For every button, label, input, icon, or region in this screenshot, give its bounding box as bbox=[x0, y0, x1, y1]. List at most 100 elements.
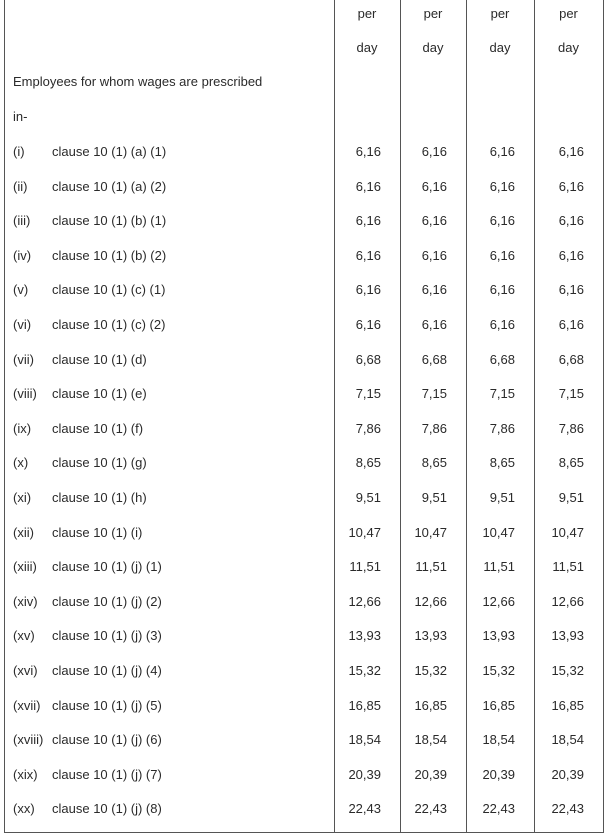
column-line bbox=[466, 0, 467, 832]
clause-label: clause 10 (1) (j) (3) bbox=[52, 628, 162, 644]
wage-value: 7,15 bbox=[421, 386, 447, 402]
row-number: (iii) bbox=[13, 213, 31, 229]
row-number: (x) bbox=[13, 455, 29, 471]
intro-text: Employees for whom wages are prescribed bbox=[13, 74, 263, 89]
wage-value: 6,16 bbox=[558, 144, 584, 159]
wage-value: 7,86 bbox=[421, 420, 447, 436]
row-number: (xvi) bbox=[13, 663, 38, 678]
wage-value: 20,39 bbox=[482, 766, 515, 782]
column-line bbox=[534, 0, 535, 832]
row-number: (vi) bbox=[13, 317, 32, 332]
wage-value: 8,65 bbox=[489, 455, 515, 471]
wage-value: 20,39 bbox=[551, 766, 584, 782]
wage-value: 15,32 bbox=[482, 663, 515, 678]
wage-value: 11,51 bbox=[552, 559, 584, 575]
row-number: (xviii) bbox=[13, 732, 44, 748]
wage-value: 13,93 bbox=[414, 628, 447, 644]
row-number: (xvii) bbox=[13, 697, 41, 713]
row-number: (xiii) bbox=[13, 559, 37, 575]
clause-label: clause 10 (1) (b) (2) bbox=[52, 247, 167, 263]
wage-value: 6,68 bbox=[355, 351, 381, 367]
row-number: (iv) bbox=[13, 247, 32, 263]
border-line bbox=[603, 0, 604, 832]
row-number: (i) bbox=[13, 144, 25, 159]
wage-value: 18,54 bbox=[348, 732, 381, 748]
wage-value: 6,16 bbox=[489, 317, 515, 332]
wage-value: 22,43 bbox=[414, 801, 447, 817]
wage-value: 6,16 bbox=[355, 178, 381, 194]
wage-value: 10,47 bbox=[414, 524, 447, 540]
column-header: day bbox=[489, 40, 511, 55]
column-header: per bbox=[357, 6, 377, 21]
row-number: (viii) bbox=[13, 386, 37, 402]
wage-value: 6,16 bbox=[558, 213, 584, 229]
wage-value: 10,47 bbox=[348, 524, 381, 540]
wage-value: 10,47 bbox=[482, 524, 515, 540]
row-number: (xv) bbox=[13, 628, 35, 644]
wage-value: 6,16 bbox=[355, 213, 381, 229]
wage-value: 6,16 bbox=[421, 213, 447, 229]
wage-value: 12,66 bbox=[414, 593, 447, 609]
clause-label: clause 10 (1) (a) (1) bbox=[52, 144, 167, 159]
wage-value: 6,16 bbox=[489, 178, 515, 194]
row-number: (xii) bbox=[13, 524, 34, 540]
wage-value: 6,16 bbox=[421, 247, 447, 263]
wage-value: 6,16 bbox=[489, 247, 515, 263]
wage-value: 6,16 bbox=[355, 144, 381, 159]
intro-text: in- bbox=[13, 109, 28, 124]
wage-value: 22,43 bbox=[482, 801, 515, 817]
wage-value: 9,51 bbox=[421, 490, 447, 505]
clause-label: clause 10 (1) (j) (4) bbox=[52, 663, 162, 678]
wage-value: 13,93 bbox=[551, 628, 584, 644]
wage-value: 6,16 bbox=[421, 282, 447, 298]
clause-label: clause 10 (1) (j) (8) bbox=[52, 801, 162, 817]
row-number: (xi) bbox=[13, 490, 32, 505]
wage-value: 6,16 bbox=[489, 144, 515, 159]
column-header: per bbox=[423, 6, 443, 21]
clause-label: clause 10 (1) (i) bbox=[52, 524, 143, 540]
wage-value: 7,86 bbox=[355, 420, 381, 436]
clause-label: clause 10 (1) (c) (2) bbox=[52, 317, 166, 332]
wage-value: 11,51 bbox=[349, 559, 381, 575]
row-number: (vii) bbox=[13, 351, 34, 367]
bottom-line bbox=[4, 832, 604, 833]
clause-label: clause 10 (1) (j) (5) bbox=[52, 697, 162, 713]
clause-label: clause 10 (1) (j) (2) bbox=[52, 593, 162, 609]
wage-value: 9,51 bbox=[355, 490, 381, 505]
wage-value: 22,43 bbox=[348, 801, 381, 817]
wage-value: 6,16 bbox=[489, 213, 515, 229]
wage-value: 7,86 bbox=[558, 420, 584, 436]
wage-value: 16,85 bbox=[482, 697, 515, 713]
column-header: per bbox=[490, 6, 510, 21]
column-line bbox=[334, 0, 335, 832]
wage-value: 6,68 bbox=[558, 351, 584, 367]
wage-value: 16,85 bbox=[348, 697, 381, 713]
wage-value: 6,16 bbox=[421, 144, 447, 159]
wage-value: 18,54 bbox=[414, 732, 447, 748]
wage-value: 20,39 bbox=[414, 766, 447, 782]
row-number: (xx) bbox=[13, 801, 35, 817]
wage-value: 6,16 bbox=[421, 317, 447, 332]
clause-label: clause 10 (1) (j) (6) bbox=[52, 732, 162, 748]
wage-value: 15,32 bbox=[551, 663, 584, 678]
wage-value: 16,85 bbox=[551, 697, 584, 713]
row-number: (ix) bbox=[13, 420, 32, 436]
wage-value: 7,15 bbox=[489, 386, 515, 402]
wage-value: 13,93 bbox=[482, 628, 515, 644]
clause-label: clause 10 (1) (f) bbox=[52, 420, 144, 436]
wage-value: 6,16 bbox=[421, 178, 447, 194]
wage-value: 8,65 bbox=[421, 455, 447, 471]
column-header: day bbox=[422, 40, 444, 55]
wage-value: 18,54 bbox=[482, 732, 515, 748]
wage-value: 7,15 bbox=[558, 386, 584, 402]
wage-value: 6,16 bbox=[489, 282, 515, 298]
wage-value: 6,16 bbox=[355, 282, 381, 298]
clause-label: clause 10 (1) (j) (1) bbox=[52, 559, 162, 575]
wage-value: 15,32 bbox=[414, 663, 447, 678]
wage-value: 6,16 bbox=[355, 247, 381, 263]
wage-value: 15,32 bbox=[348, 663, 381, 678]
wage-value: 12,66 bbox=[482, 593, 515, 609]
clause-label: clause 10 (1) (e) bbox=[52, 386, 147, 402]
wage-value: 8,65 bbox=[355, 455, 381, 471]
